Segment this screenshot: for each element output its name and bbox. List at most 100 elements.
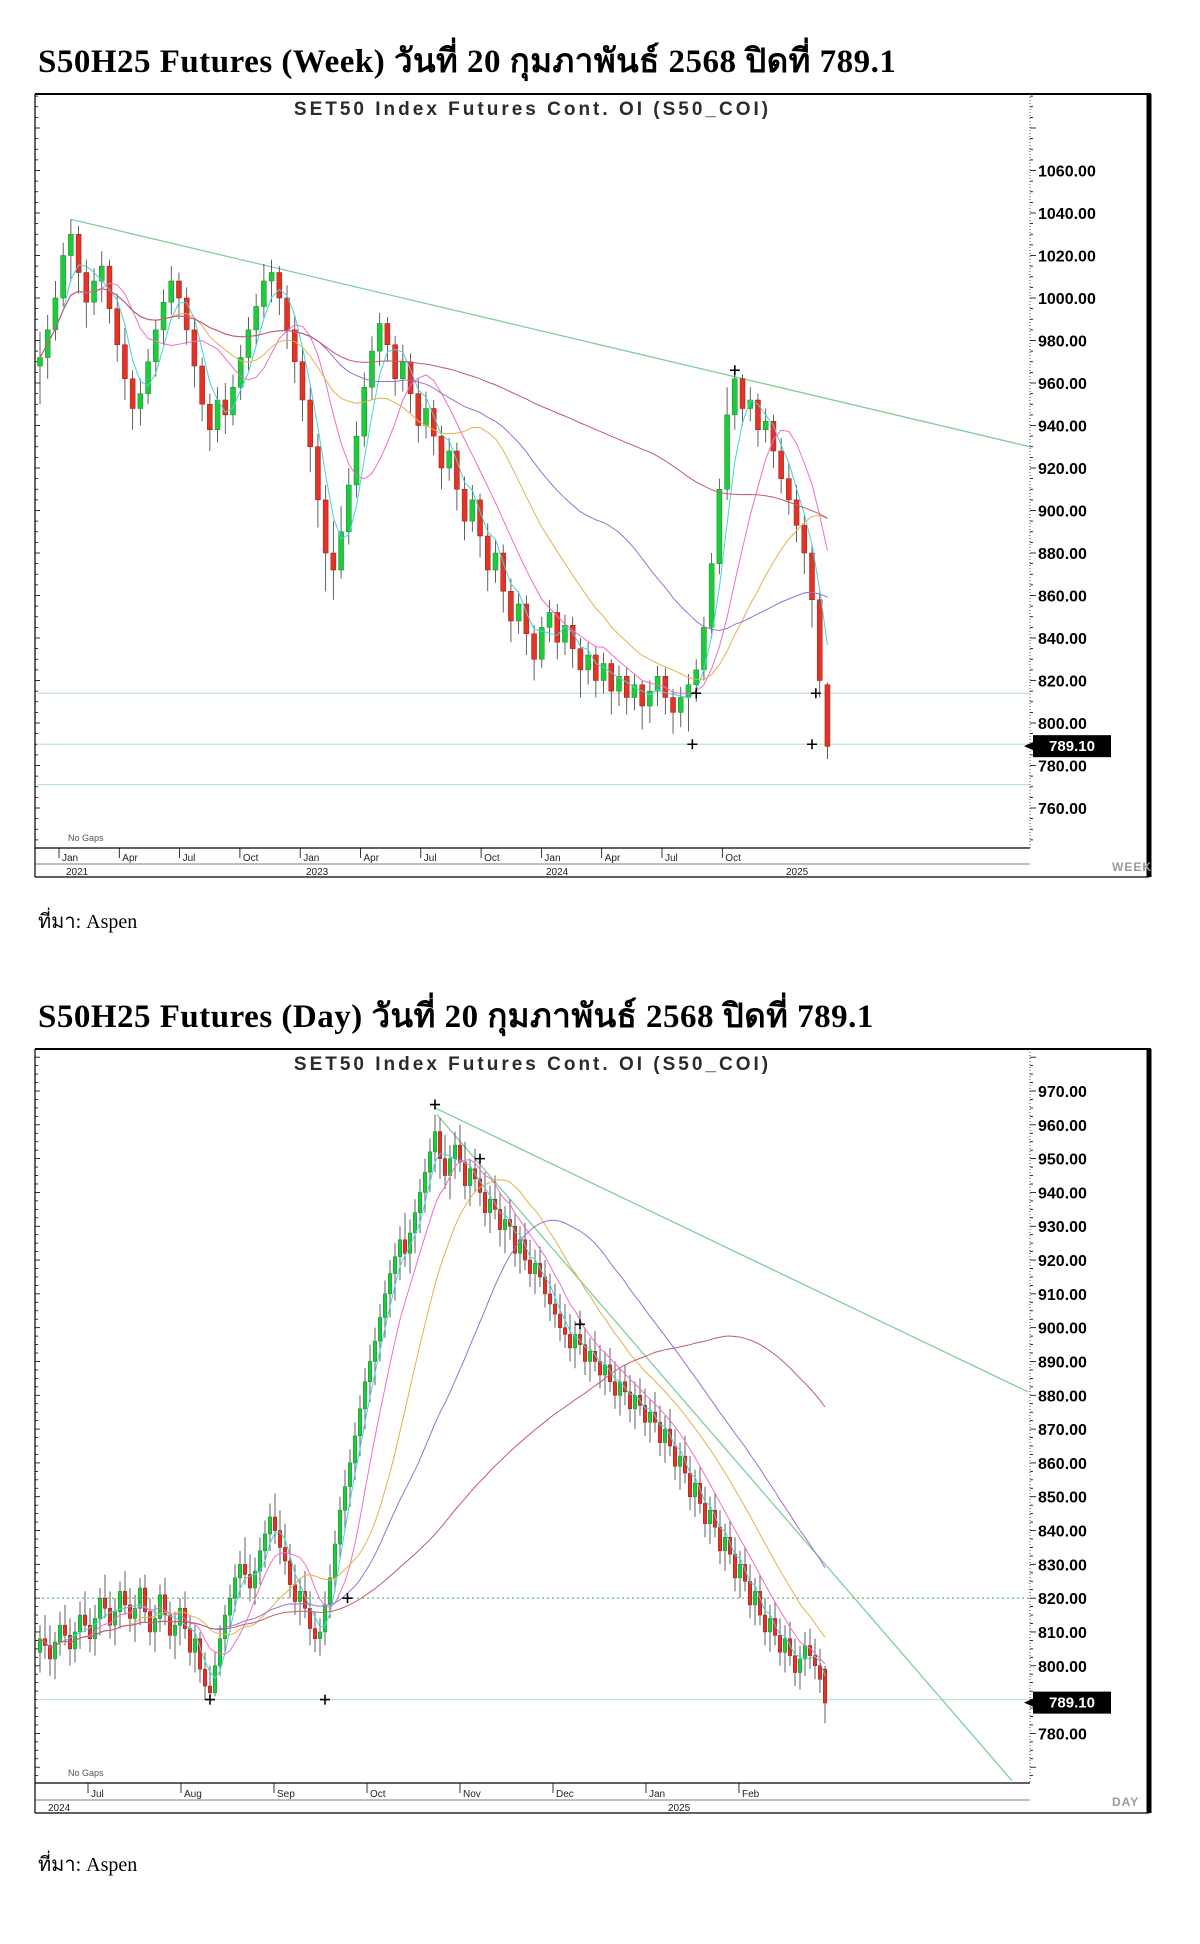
y-axis-tick-label: 920.00 (1038, 461, 1087, 478)
moving-average-lines (39, 1152, 826, 1680)
y-axis-tick-label: 830.00 (1038, 1557, 1087, 1574)
x-axis-month-label: Nov (463, 1789, 481, 1800)
plus-markers (687, 365, 821, 750)
x-axis-month-label: Jan (544, 853, 560, 864)
chart-frame (34, 93, 1152, 878)
plus-marker (810, 688, 821, 699)
moving-average-5 (39, 1335, 826, 1649)
y-axis-tick-label: 860.00 (1038, 589, 1087, 606)
weekly-source-label: ที่มา: Aspen (38, 911, 138, 933)
x-axis-band: Jan Apr Jul Oct Jan Apr Jul Oct Jan Apr Jul Oct 2021… (58, 848, 809, 878)
y-axis-tick-label: 940.00 (1038, 1185, 1087, 1202)
plus-markers (205, 1099, 585, 1705)
x-axis-year-label: 2024 (48, 1803, 71, 1814)
plus-marker (575, 1319, 585, 1330)
x-axis-year-label: 2021 (66, 867, 89, 878)
trendlines (70, 218, 1031, 448)
weekly-candlestick-chart: SET50 Index Futures Cont. OI (S50_COI) 10… (34, 93, 1152, 878)
y-axis-tick-label: 840.00 (1038, 631, 1087, 648)
period-label: WEEK (1112, 860, 1152, 874)
last-price-value: 789.10 (1049, 1695, 1095, 1712)
last-price-tag: 789.10 (1024, 735, 1111, 758)
period-label: DAY (1112, 1795, 1139, 1809)
period: WEEK (1112, 860, 1152, 874)
y-axis-tick-label: 780.00 (1038, 1726, 1087, 1743)
plus-marker (342, 1593, 353, 1604)
y-axis-tick-label: 970.00 (1038, 1084, 1087, 1101)
y-axis-tick-label: 800.00 (1038, 1659, 1087, 1676)
last-price-box (1033, 735, 1111, 758)
y-axis-tick-label: 910.00 (1038, 1287, 1087, 1304)
plus-marker (320, 1694, 330, 1705)
y-axis-tick-label: 760.00 (1038, 801, 1087, 818)
y-axis-tick-label: 960.00 (1038, 376, 1087, 393)
last-price-box (1033, 1691, 1111, 1714)
x-axis-month-label: Aug (184, 1789, 202, 1800)
x-axis-year-label: 2025 (786, 867, 809, 878)
y-axis-tick-label: 840.00 (1038, 1524, 1087, 1541)
y-axis-tick-label: 1060.00 (1038, 164, 1096, 181)
chart-frame (34, 1048, 1152, 1814)
y-axis-tick-label: 820.00 (1038, 1591, 1087, 1608)
no-gaps-label: No Gaps (68, 833, 104, 843)
chart-header: SET50 Index Futures Cont. OI (S50_COI) (294, 99, 771, 120)
trendlines (434, 1107, 1029, 1782)
y-axis-tick-label: 780.00 (1038, 759, 1087, 776)
chart-header-text: SET50 Index Futures Cont. OI (S50_COI) (294, 1054, 771, 1075)
y-axis-tick-label: 920.00 (1038, 1253, 1087, 1270)
chart-header: SET50 Index Futures Cont. OI (S50_COI) (294, 1054, 771, 1075)
x-axis-month-label: Dec (556, 1789, 574, 1800)
downtrend-line-1 (70, 218, 1031, 448)
y-axis-tick-label: 850.00 (1038, 1490, 1087, 1507)
y-axis-tick-label: 890.00 (1038, 1354, 1087, 1371)
moving-average-1 (39, 1152, 826, 1680)
x-axis-month-label: Apr (364, 853, 380, 864)
daily-chart-title: S50H25 Futures (Day) วันที่ 20 กุมภาพันธ… (38, 999, 874, 1035)
plus-marker (687, 739, 698, 750)
x-axis-month-label: Oct (484, 853, 500, 864)
candlesticks (38, 1114, 827, 1724)
x-axis-year-label: 2023 (306, 867, 329, 878)
no-gaps-label: No Gaps (68, 1768, 104, 1778)
plus-marker (430, 1099, 440, 1110)
x-axis-month-label: Jan (62, 853, 78, 864)
x-axis-month-label: Jul (424, 853, 437, 864)
downtrend-line-2 (436, 1114, 1013, 1782)
x-axis-month-label: Jul (183, 853, 196, 864)
moving-average-5 (39, 288, 828, 519)
y-axis-tick-label: 860.00 (1038, 1456, 1087, 1473)
y-axis-tick-label: 880.00 (1038, 546, 1087, 563)
support-lines (37, 692, 1030, 786)
y-axis-tick-label: 960.00 (1038, 1118, 1087, 1135)
y-axis-tick-label: 820.00 (1038, 674, 1087, 691)
daily-source-label: ที่มา: Aspen (38, 1854, 138, 1876)
plus-marker (807, 739, 817, 750)
y-axis-tick-label: 980.00 (1038, 334, 1087, 351)
y-axis-tick-label: 1000.00 (1038, 291, 1096, 308)
no-gaps: No Gaps (68, 1768, 104, 1778)
x-axis-year-label: 2024 (546, 867, 569, 878)
period: DAY (1112, 1795, 1139, 1809)
x-axis-year-label: 2025 (668, 1803, 691, 1814)
x-axis-band: Jul Aug Sep Oct Nov Dec Jan Feb 2024 2025 (48, 1783, 760, 1814)
weekly-chart-title: S50H25 Futures (Week) วันที่ 20 กุมภาพัน… (38, 44, 897, 80)
plus-marker (475, 1153, 485, 1164)
x-axis-month-label: Apr (122, 853, 138, 864)
y-axis-tick-label: 1020.00 (1038, 249, 1096, 266)
y-axis-tick-label: 810.00 (1038, 1625, 1087, 1642)
y-axis-tick-label: 880.00 (1038, 1388, 1087, 1405)
plus-marker (691, 688, 702, 699)
y-axis-tick-label: 800.00 (1038, 716, 1087, 733)
report-page: S50H25 Futures (Week) วันที่ 20 กุมภาพัน… (0, 34, 1200, 1880)
chart-header-text: SET50 Index Futures Cont. OI (S50_COI) (294, 99, 771, 120)
x-axis-month-label: Oct (243, 853, 259, 864)
x-axis-month-label: Apr (605, 853, 621, 864)
x-axis-month-label: Jan (303, 853, 319, 864)
last-price-arrow-icon (1024, 742, 1033, 751)
y-axis-tick-label: 930.00 (1038, 1219, 1087, 1236)
moving-average-3 (39, 1179, 826, 1649)
last-price-value: 789.10 (1049, 738, 1095, 755)
support-lines (37, 1597, 1030, 1701)
plus-marker (205, 1694, 215, 1705)
moving-average-2 (39, 1159, 826, 1665)
